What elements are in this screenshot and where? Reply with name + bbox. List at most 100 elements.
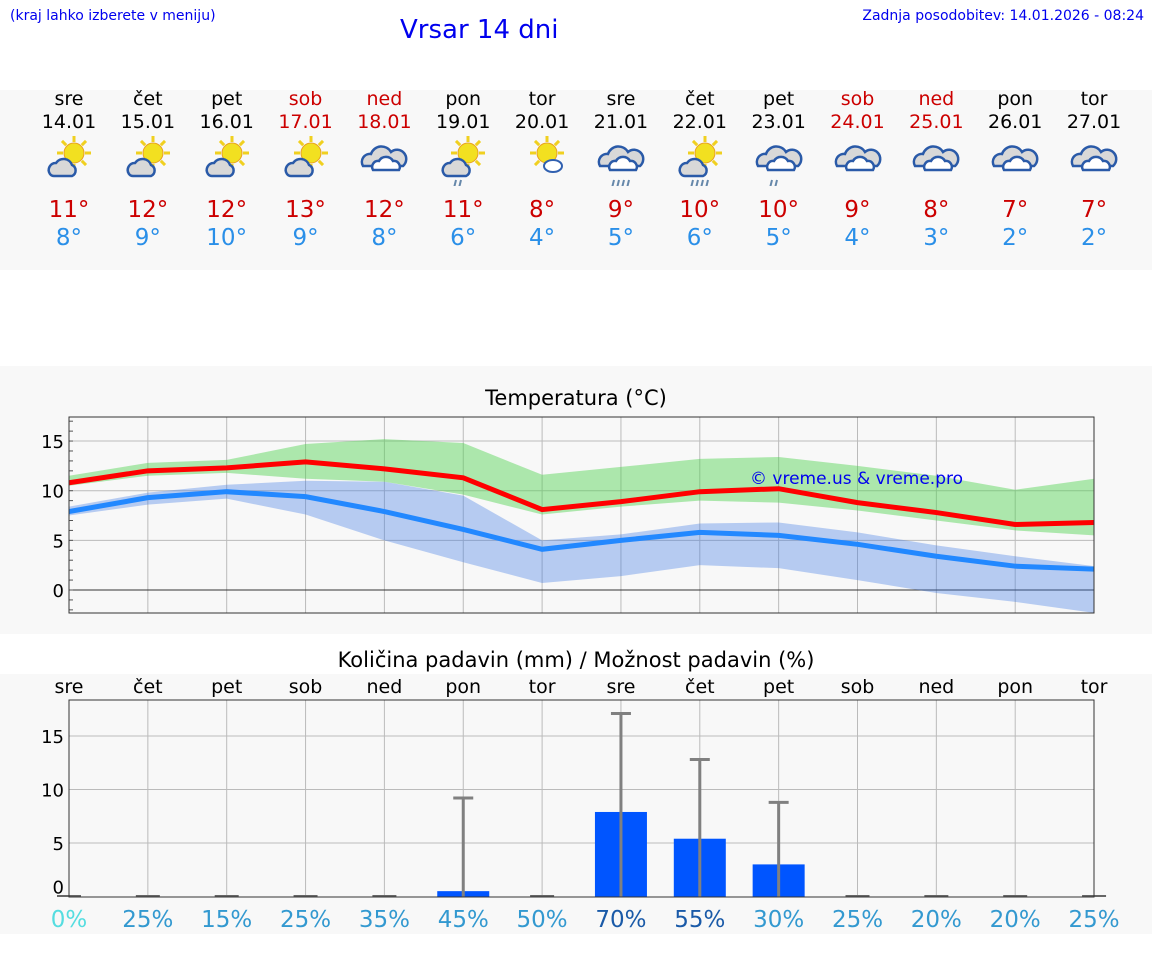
day-date: 21.01 (593, 111, 649, 133)
cloudy-light-rain-icon (755, 145, 803, 186)
cloudy-icon (1070, 145, 1118, 172)
max-temp-line (68, 459, 1095, 527)
y-tick-label: 15 (41, 727, 64, 748)
x-category-label: tor (1081, 676, 1108, 698)
min-temp: 5° (607, 225, 634, 251)
max-temp: 13° (285, 197, 326, 223)
partly-cloudy-rain-icon (678, 136, 722, 186)
x-category-label: sre (55, 676, 84, 698)
partly-cloudy-icon (126, 136, 170, 178)
day-name: sob (288, 88, 323, 110)
day-date: 23.01 (751, 111, 806, 133)
precip-probability: 20% (911, 907, 962, 933)
x-category-label: ned (367, 676, 403, 698)
precip-probability: 50% (517, 907, 568, 933)
location-hint[interactable]: (kraj lahko izberete v meniju) (10, 8, 216, 24)
max-temp: 8° (923, 197, 950, 223)
day-date: 14.01 (41, 111, 97, 133)
min-temp: 4° (844, 225, 871, 251)
day-name: sre (606, 88, 636, 110)
y-tick-label: 5 (53, 531, 64, 552)
x-category-label: pon (445, 676, 481, 698)
temperature-chart-title: Temperatura (°C) (485, 386, 667, 410)
min-temp: 6° (686, 225, 713, 251)
partly-cloudy-light-rain-icon (441, 136, 486, 186)
day-date: 27.01 (1066, 111, 1122, 133)
watermark: © vreme.us & vreme.pro (750, 469, 963, 489)
min-temp: 8° (55, 225, 83, 251)
min-temp: 5° (765, 225, 792, 251)
x-category-label: pet (211, 676, 242, 698)
precip-probability: 25% (832, 907, 883, 933)
max-temp: 12° (206, 197, 248, 223)
min-temp: 8° (371, 225, 398, 251)
min-temp: 6° (450, 225, 477, 251)
page-title: Vrsar 14 dni (400, 15, 559, 45)
plot-area (69, 700, 1094, 897)
precip-probability: 70% (595, 907, 646, 933)
partly-cloudy-icon (284, 136, 328, 178)
day-name: pet (763, 88, 795, 110)
day-date: 17.01 (278, 111, 333, 133)
x-category-label: pet (763, 676, 794, 698)
max-temp: 12° (127, 197, 169, 223)
day-name: pet (211, 88, 243, 110)
min-temp: 2° (1002, 225, 1029, 251)
precip-chart-title: Količina padavin (mm) / Možnost padavin … (337, 648, 815, 672)
day-date: 25.01 (909, 111, 964, 133)
sunny-small-cloud-icon (530, 136, 565, 173)
precip-probability: 0% (51, 907, 88, 933)
day-date: 26.01 (987, 111, 1043, 133)
day-name: sob (840, 88, 875, 110)
x-category-label: pon (997, 676, 1033, 698)
min-temp: 9° (292, 225, 319, 251)
x-category-label: sob (841, 676, 875, 698)
max-temp: 11° (442, 197, 484, 223)
cloudy-icon (912, 145, 960, 172)
precip-probability: 30% (753, 907, 804, 933)
plot-border (68, 416, 1095, 614)
y-tick-label: 0 (53, 878, 64, 899)
precip-probability: 15% (201, 907, 252, 933)
x-category-label: sob (289, 676, 323, 698)
cloudy-icon (991, 145, 1039, 172)
max-temp: 11° (48, 197, 90, 223)
day-name: čet (685, 88, 715, 110)
precip-probability: 25% (280, 907, 331, 933)
min-temp: 10° (206, 225, 248, 251)
x-category-label: tor (529, 676, 556, 698)
plot-border (68, 699, 1095, 898)
day-name: pon (997, 88, 1034, 110)
min-temp: 2° (1080, 225, 1108, 251)
y-tick-label: 5 (53, 834, 64, 855)
max-temp: 9° (844, 197, 871, 223)
day-name: ned (366, 88, 403, 110)
min-temp-line (68, 489, 1095, 572)
precip-probability: 25% (1068, 907, 1119, 933)
max-temp: 7° (1002, 197, 1029, 223)
y-tick-label: 10 (41, 482, 64, 503)
precip-probability: 45% (438, 907, 489, 933)
day-date: 22.01 (672, 111, 727, 133)
day-name: ned (918, 88, 955, 110)
max-temp: 10° (758, 197, 800, 223)
x-category-label: čet (685, 676, 715, 698)
precip-probability: 20% (990, 907, 1041, 933)
min-temp: 4° (529, 225, 556, 251)
day-name: čet (133, 88, 163, 110)
y-tick-label: 10 (41, 781, 64, 802)
x-category-label: čet (133, 676, 163, 698)
day-name: sre (54, 88, 84, 110)
max-temp: 12° (364, 197, 405, 223)
x-category-label: ned (918, 676, 954, 698)
partly-cloudy-icon (47, 136, 91, 178)
cloudy-rain-icon (597, 145, 645, 186)
y-tick-label: 0 (53, 581, 64, 602)
day-name: tor (1080, 88, 1108, 110)
last-updated: Zadnja posodobitev: 14.01.2026 - 08:24 (862, 8, 1144, 24)
partly-cloudy-icon (205, 136, 249, 178)
day-name: pon (445, 88, 482, 110)
max-temp: 7° (1080, 197, 1108, 223)
day-date: 18.01 (357, 111, 412, 133)
